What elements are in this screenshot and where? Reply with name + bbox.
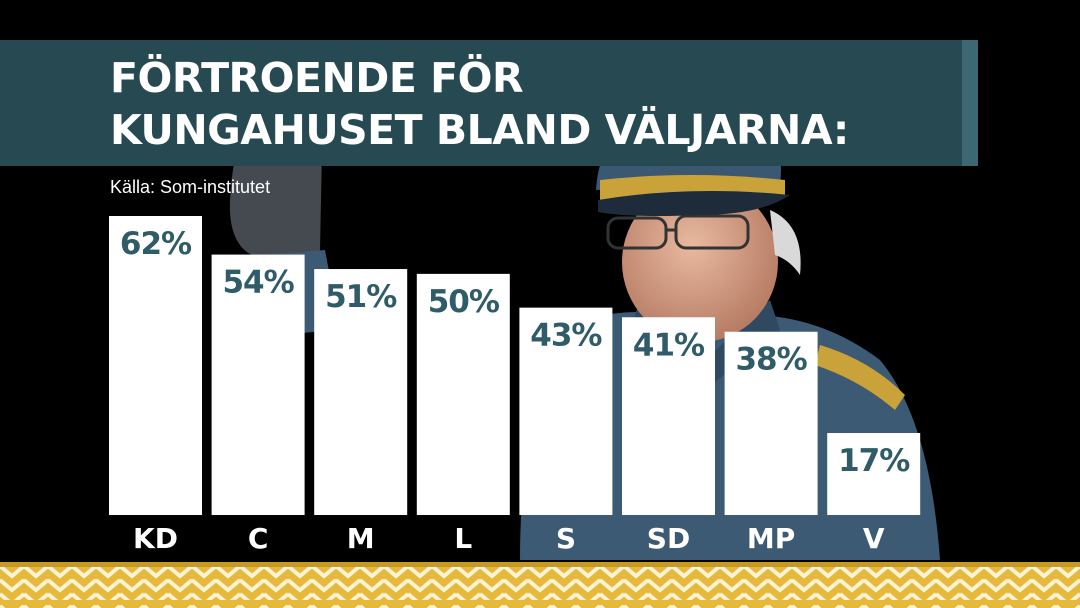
category-label-c: C bbox=[248, 522, 269, 555]
bar-v bbox=[827, 433, 921, 515]
category-label-s: S bbox=[556, 522, 576, 555]
value-label-mp: 38% bbox=[735, 342, 807, 378]
title-banner-edge bbox=[962, 40, 978, 166]
value-label-c: 54% bbox=[222, 265, 294, 301]
bar-sd bbox=[622, 317, 715, 515]
chart-title: FÖRTROENDE FÖR KUNGAHUSET BLAND VÄLJARNA… bbox=[110, 54, 849, 154]
value-label-v: 17% bbox=[838, 443, 910, 479]
bar-m bbox=[314, 269, 408, 515]
category-label-l: L bbox=[454, 522, 472, 555]
value-label-s: 43% bbox=[530, 318, 602, 354]
value-label-m: 51% bbox=[325, 279, 397, 315]
category-label-mp: MP bbox=[747, 522, 795, 555]
bar-mp bbox=[724, 331, 818, 515]
category-label-v: V bbox=[863, 522, 885, 555]
bar-s bbox=[519, 307, 613, 515]
source-label: Källa: Som-institutet bbox=[110, 177, 271, 197]
value-label-sd: 41% bbox=[633, 327, 705, 363]
category-label-m: M bbox=[347, 522, 375, 555]
bar-kd bbox=[109, 216, 202, 515]
value-label-kd: 62% bbox=[120, 226, 192, 262]
title-banner bbox=[0, 40, 962, 166]
category-label-sd: SD bbox=[647, 522, 690, 555]
bar-l bbox=[416, 273, 510, 515]
value-label-l: 50% bbox=[428, 284, 500, 320]
bar-c bbox=[211, 254, 305, 516]
category-label-kd: KD bbox=[133, 522, 178, 555]
